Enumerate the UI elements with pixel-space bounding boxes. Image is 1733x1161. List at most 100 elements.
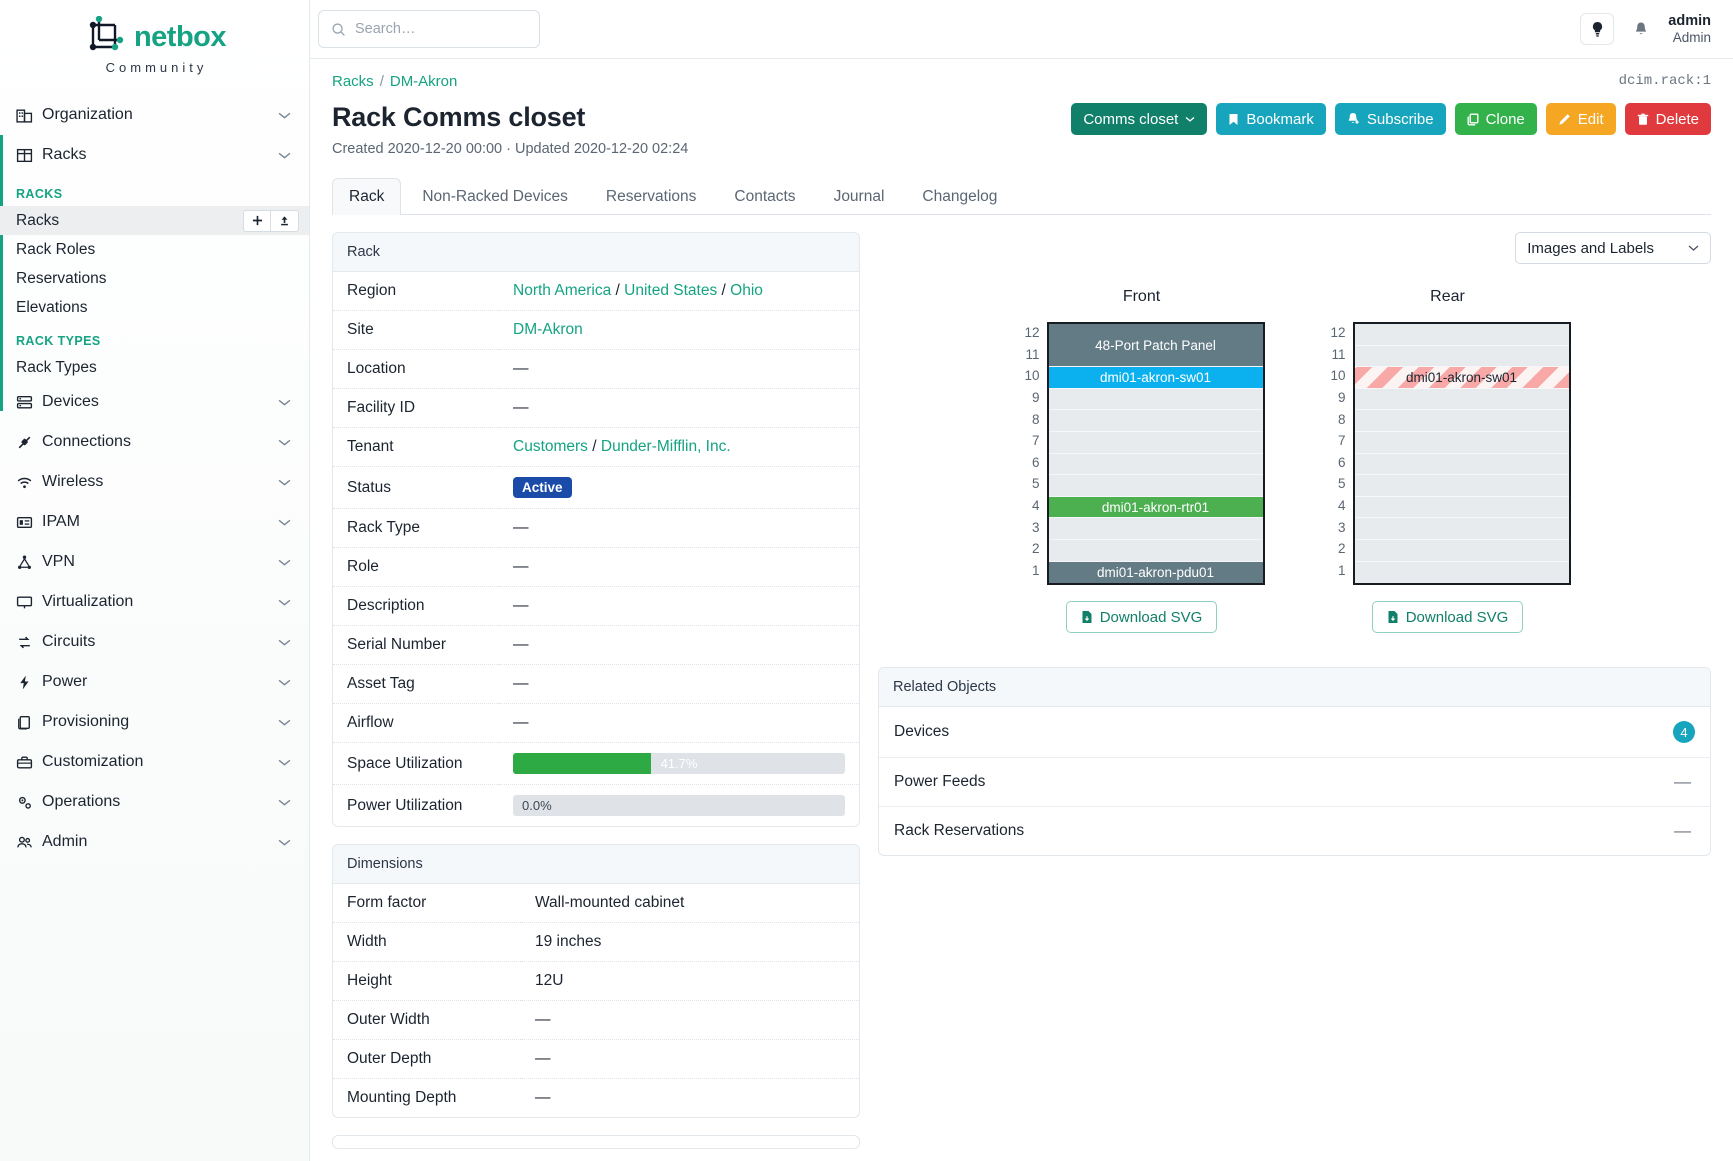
rack-device[interactable]: dmi01-akron-sw01 [1354,367,1569,389]
rack-empty-unit[interactable] [1354,431,1569,454]
rack-device[interactable]: 48-Port Patch Panel [1048,324,1263,368]
rack-empty-unit[interactable] [1354,345,1569,368]
rack-empty-unit[interactable] [1048,518,1263,540]
row-value: — [513,519,529,536]
sidebar-group-admin[interactable]: Admin [0,822,309,862]
tab-non-racked-devices[interactable]: Non-Racked Devices [422,188,568,205]
space-utilization-bar: 41.7% [513,753,845,774]
chevron-down-icon [278,558,291,567]
rack-empty-unit[interactable] [1048,410,1263,432]
download-svg-front-button[interactable]: Download SVG [1065,601,1218,634]
lightbulb-icon[interactable] [1580,13,1615,45]
list-item[interactable]: Devices 4 [879,707,1710,759]
bookmark-icon [1228,113,1239,126]
rack-empty-unit[interactable] [1354,453,1569,476]
sidebar-item-racks[interactable]: Racks [0,206,309,235]
sidebar-group-ipam[interactable]: IPAM [0,502,309,542]
row-key: Description [347,597,425,614]
bell-icon[interactable] [1628,16,1654,42]
rack-device[interactable]: dmi01-akron-sw01 [1048,367,1263,389]
dimensions-card: Dimensions Form factor Wall-mounted cabi… [332,844,860,1118]
row-value: Active [499,467,859,509]
tab-rack[interactable]: Rack [332,178,402,215]
right-column: Images and Labels Front 12 11 10 9 8 7 6 5 4 3 2 1 [878,232,1711,1161]
rack-empty-unit[interactable] [1354,496,1569,519]
rack-empty-unit[interactable] [1048,475,1263,497]
rack-empty-unit[interactable] [1048,388,1263,411]
rack-device[interactable]: dmi01-akron-rtr01 [1048,496,1263,519]
tab-contacts[interactable]: Contacts [734,188,796,205]
table-row: Region North America / United States / O… [333,272,859,311]
download-svg-rear-button[interactable]: Download SVG [1371,601,1524,634]
elevation-view-select[interactable]: Images and Labels [1515,232,1711,264]
status-badge: Active [513,477,572,498]
chevron-down-icon [278,518,291,527]
unit-number: 7 [1337,433,1346,449]
add-rack-button[interactable] [243,209,271,232]
sidebar-group-organization[interactable]: Organization [0,95,309,135]
object-identifier: dcim.rack:1 [1618,73,1711,89]
region-link-0[interactable]: North America [513,282,612,299]
sidebar-group-wireless[interactable]: Wireless [0,462,309,502]
sidebar-group-label: Wireless [42,473,104,490]
tab-reservations[interactable]: Reservations [605,188,697,205]
rack-empty-unit[interactable] [1354,410,1569,432]
import-rack-button[interactable] [271,209,299,232]
rack-empty-unit[interactable] [1354,518,1569,540]
sidebar-item-rack-types[interactable]: Rack Types [0,353,309,382]
rack-empty-unit[interactable] [1354,561,1569,584]
sidebar-item-elevations[interactable]: Elevations [0,293,309,322]
bookmark-button[interactable]: Bookmark [1216,103,1326,135]
region-link-2[interactable]: Ohio [730,282,763,299]
sidebar-group-provisioning[interactable]: Provisioning [0,702,309,742]
comms-closet-dropdown-button[interactable]: Comms closet [1071,103,1208,135]
sidebar-group-racks[interactable]: Racks [0,135,309,175]
rack-empty-unit[interactable] [1354,475,1569,497]
list-item[interactable]: Rack Reservations — [879,807,1710,855]
sidebar-group-power[interactable]: Power [0,662,309,702]
sidebar-group-virtualization[interactable]: Virtualization [0,582,309,622]
sidebar-group-vpn[interactable]: VPN [0,542,309,582]
breadcrumb-link-site[interactable]: DM-Akron [389,73,458,90]
region-link-1[interactable]: United States [624,282,718,299]
subscribe-button[interactable]: Subscribe [1334,103,1446,135]
rack-empty-unit[interactable] [1354,388,1569,411]
delete-button[interactable]: Delete [1624,103,1711,135]
sidebar-group-circuits[interactable]: Circuits [0,622,309,662]
sidebar-group-operations[interactable]: Operations [0,782,309,822]
tab-journal[interactable]: Journal [833,188,885,205]
list-item[interactable]: Power Feeds — [879,758,1710,808]
sidebar-group-devices[interactable]: Devices [0,382,309,422]
rack-empty-unit[interactable] [1048,431,1263,454]
sidebar-group-customization[interactable]: Customization [0,742,309,782]
sidebar-group-connections[interactable]: Connections [0,422,309,462]
breadcrumb-link-racks[interactable]: Racks [332,73,374,90]
site-link[interactable]: DM-Akron [513,321,583,338]
tenant-link[interactable]: Dunder-Mifflin, Inc. [600,438,731,455]
user-menu[interactable]: admin Admin [1668,13,1711,45]
front-rack-body: 48-Port Patch Panel dmi01-akron-sw01 dmi01… [1046,322,1265,586]
rack-empty-unit[interactable] [1048,539,1263,562]
rack-empty-unit[interactable] [1354,324,1569,346]
sidebar-item-reservations[interactable]: Reservations [0,264,309,293]
chevron-down-icon [278,398,291,407]
sidebar-item-rack-roles[interactable]: Rack Roles [0,235,309,264]
edit-button[interactable]: Edit [1545,103,1616,135]
rack-grid-icon [16,147,42,164]
content-columns: Rack Region North America / United State… [332,232,1711,1161]
file-download-icon [1081,610,1093,624]
tenant-group-link[interactable]: Customers [513,438,588,455]
rack-empty-unit[interactable] [1048,453,1263,476]
clone-button[interactable]: Clone [1454,103,1537,135]
row-key: Airflow [347,714,394,731]
devices-count-badge: 4 [1673,721,1695,744]
rack-empty-unit[interactable] [1354,539,1569,562]
chevron-down-icon [278,478,291,487]
rack-device[interactable]: dmi01-akron-pdu01 [1048,561,1263,584]
table-row: Form factor Wall-mounted cabinet [333,884,859,923]
brand[interactable]: netbox Community [0,0,309,85]
rack-card: Rack Region North America / United State… [332,232,860,827]
search-input[interactable]: Search… [318,10,540,48]
tab-changelog[interactable]: Changelog [922,188,998,205]
table-row: Site DM-Akron [333,311,859,350]
